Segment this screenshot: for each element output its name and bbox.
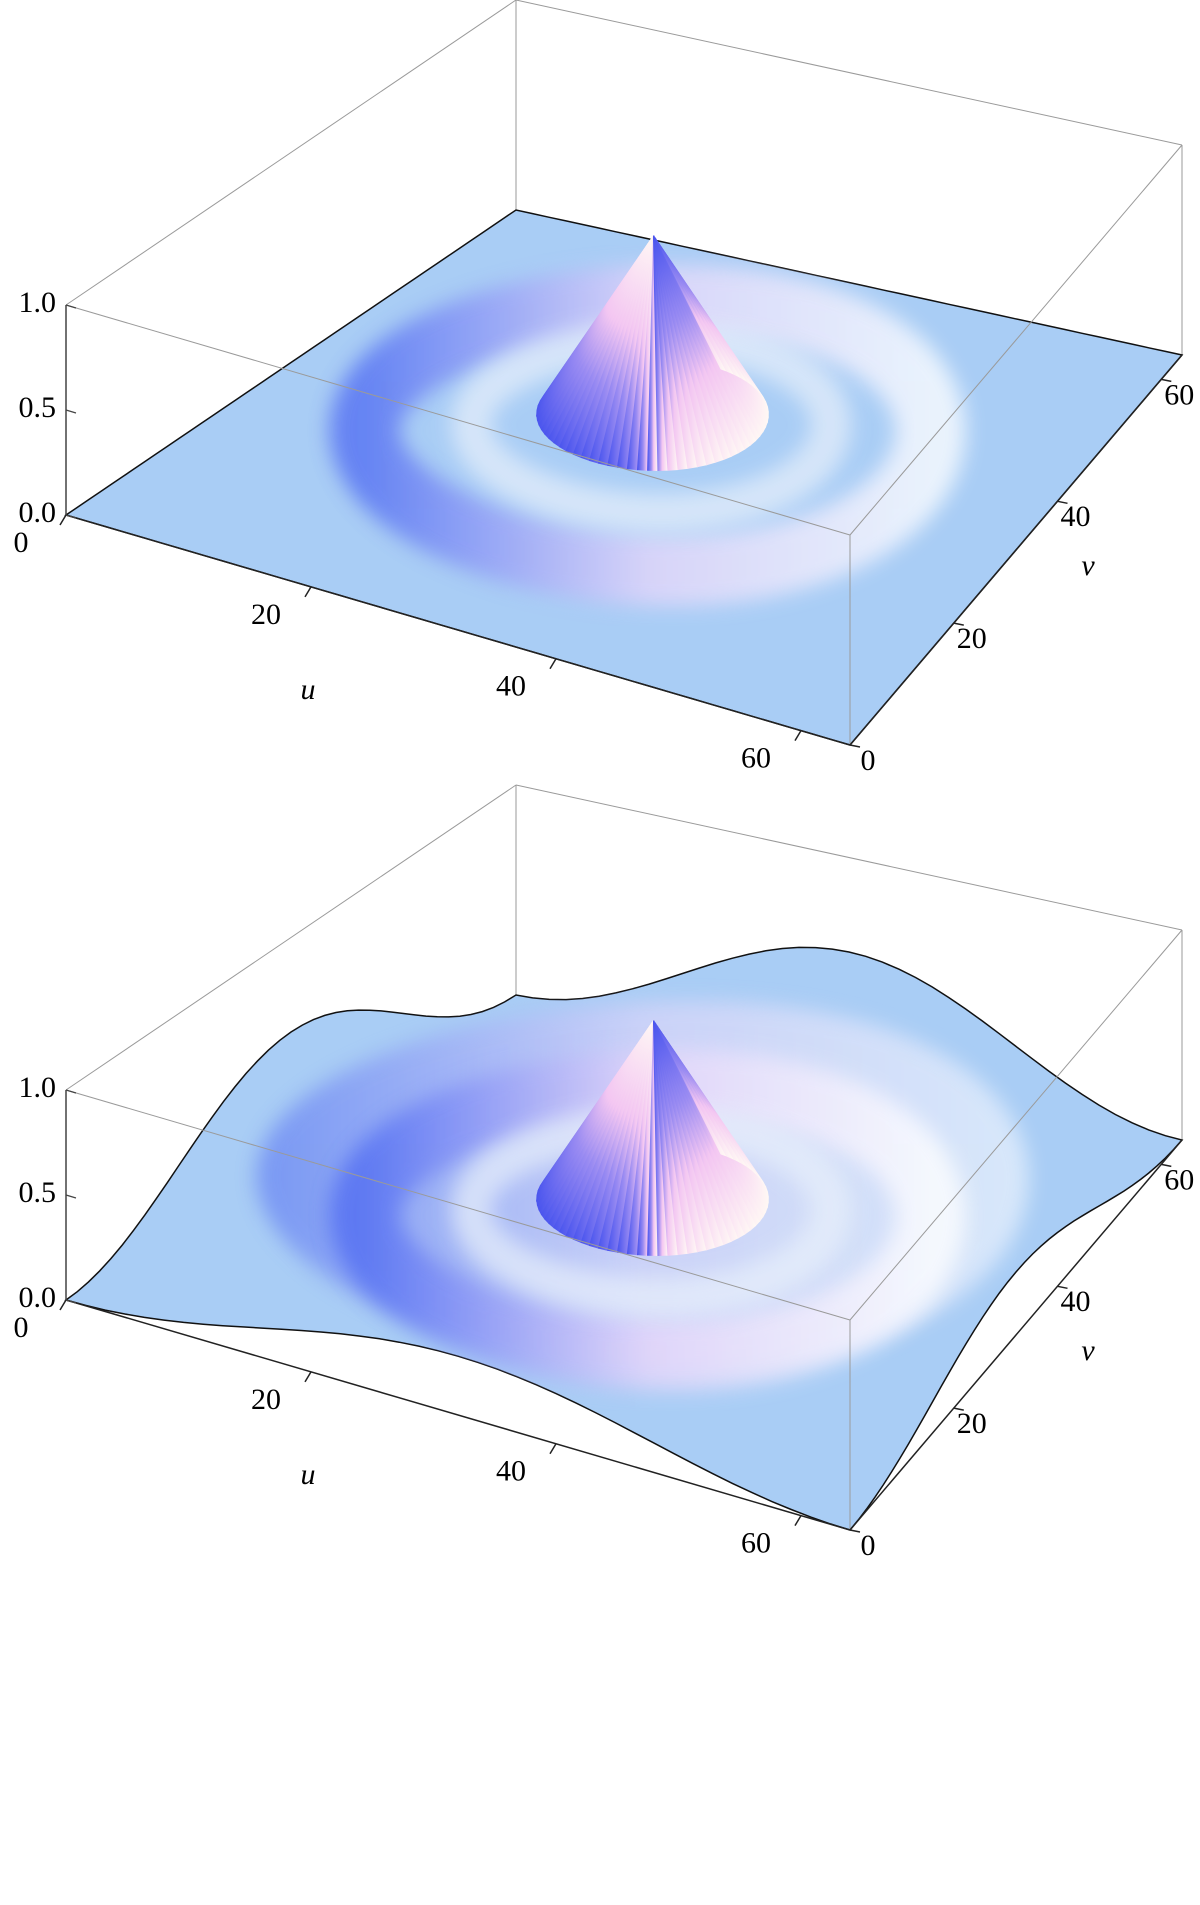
v-axis-label: v <box>1081 1334 1095 1367</box>
u-tick <box>549 1443 557 1455</box>
z-tick <box>65 1089 77 1094</box>
u-tick-label: 40 <box>496 1455 526 1488</box>
z-tick <box>65 1194 77 1199</box>
box-edge <box>65 0 517 306</box>
v-tick-label: 0 <box>861 744 876 777</box>
surface-shading <box>329 264 966 607</box>
z-tick-label: 0.5 <box>19 1176 57 1209</box>
u-axis-label: u <box>301 673 316 706</box>
z-tick <box>65 514 77 519</box>
v-tick-label: 60 <box>1164 378 1194 411</box>
u-tick <box>304 586 312 598</box>
surface-ring <box>329 264 966 607</box>
v-tick-label: 20 <box>957 1407 987 1440</box>
v-tick <box>1161 1163 1172 1168</box>
u-tick-label: 60 <box>741 741 771 774</box>
u-tick <box>59 1299 67 1311</box>
z-tick-label: 1.0 <box>19 286 57 319</box>
surface-ring <box>329 1049 966 1392</box>
u-tick <box>304 1371 312 1383</box>
z-tick-label: 0.0 <box>19 1281 57 1314</box>
v-tick-label: 40 <box>1061 500 1091 533</box>
z-tick-label: 0.0 <box>19 496 57 529</box>
u-tick <box>59 514 67 526</box>
box-edge <box>515 784 1183 931</box>
v-tick <box>1057 1285 1068 1290</box>
v-axis-label: v <box>1081 549 1095 582</box>
cone <box>536 1020 769 1257</box>
v-tick-label: 60 <box>1164 1163 1194 1196</box>
cone <box>536 235 769 472</box>
u-axis-label: u <box>301 1458 316 1491</box>
v-tick-label: 0 <box>861 1529 876 1562</box>
z-tick <box>65 304 77 309</box>
u-tick-label: 40 <box>496 670 526 703</box>
z-tick <box>65 409 77 414</box>
box-edge <box>65 1089 851 1321</box>
z-tick-label: 0.5 <box>19 391 57 424</box>
box-edge <box>849 929 1183 1321</box>
z-tick <box>65 1299 77 1304</box>
u-tick-label: 20 <box>251 598 281 631</box>
u-tick-label: 0 <box>14 526 29 559</box>
v-tick-label: 20 <box>957 622 987 655</box>
u-tick <box>794 730 802 741</box>
chart: 0 20 40 60 0 20 40 60 0.0 0.5 1.0 u v <box>14 0 1194 777</box>
box-edge <box>849 144 1183 536</box>
surface-ring-inner <box>450 1105 852 1318</box>
box-edge <box>65 784 517 1091</box>
u-axis-line <box>65 1299 851 1531</box>
v-tick <box>849 744 861 748</box>
v-tick <box>953 1407 964 1411</box>
cone-face <box>653 235 757 446</box>
v-tick <box>953 622 964 626</box>
box-edge <box>515 0 1183 146</box>
v-tick-label: 40 <box>1061 1285 1091 1318</box>
surface-ring-inner <box>450 320 852 533</box>
v-tick <box>1057 500 1068 505</box>
v-axis-line <box>849 354 1183 746</box>
box-edge <box>65 304 851 536</box>
u-tick-label: 0 <box>14 1311 29 1344</box>
u-tick-label: 20 <box>251 1383 281 1416</box>
cone-face <box>653 1020 757 1231</box>
u-axis-line <box>65 514 851 746</box>
u-tick <box>549 658 557 670</box>
u-tick-label: 60 <box>741 1526 771 1559</box>
v-axis-line <box>849 1139 1183 1531</box>
v-tick <box>1161 378 1172 383</box>
u-tick <box>794 1515 802 1526</box>
chart: 0 20 40 60 0 20 40 60 0.0 0.5 1.0 u v <box>14 784 1194 1562</box>
z-tick-label: 1.0 <box>19 1071 57 1104</box>
v-tick <box>849 1529 861 1533</box>
